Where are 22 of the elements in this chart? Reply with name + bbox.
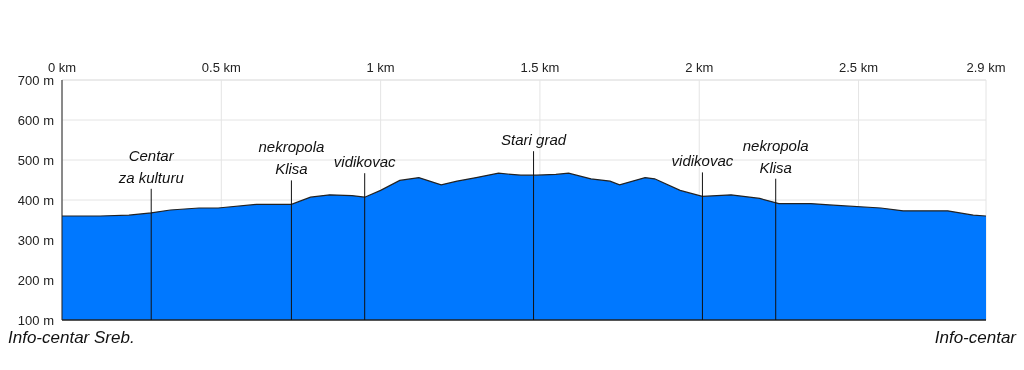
x-tick-label: 0.5 km bbox=[201, 60, 241, 75]
x-tick-label: 1 km bbox=[366, 60, 395, 75]
x-tick-label: 2.5 km bbox=[839, 60, 879, 75]
text: Info-centar Sreb. bbox=[8, 328, 135, 348]
y-tick-label: 600 m bbox=[17, 112, 54, 128]
y-tick-label: 500 m bbox=[17, 152, 54, 168]
x-tick-label: 0 km bbox=[47, 60, 77, 75]
text: Info-centar bbox=[934, 328, 1016, 348]
ref-line-label: vidikovac bbox=[333, 153, 397, 171]
y-tick-label: 200 m bbox=[17, 272, 54, 288]
ref-line-label: Centar za kulturu bbox=[117, 146, 185, 186]
ref-line-label: vidikovac bbox=[671, 152, 734, 170]
x-tick-label: 2 km bbox=[685, 60, 714, 75]
ref-line-label: nekropola Klisa bbox=[258, 138, 325, 178]
y-tick-label: 300 m bbox=[17, 232, 54, 248]
x-tick-label: 2.9 km bbox=[966, 60, 1006, 75]
y-tick-label: 100 m bbox=[17, 312, 54, 328]
x-tick-label: 1.5 km bbox=[520, 60, 560, 75]
ref-line-label: nekropola Klisa bbox=[742, 136, 809, 176]
y-tick-label: 700 m bbox=[17, 72, 54, 88]
ref-line-label: Stari grad bbox=[501, 131, 567, 149]
y-tick-label: 400 m bbox=[17, 192, 54, 208]
